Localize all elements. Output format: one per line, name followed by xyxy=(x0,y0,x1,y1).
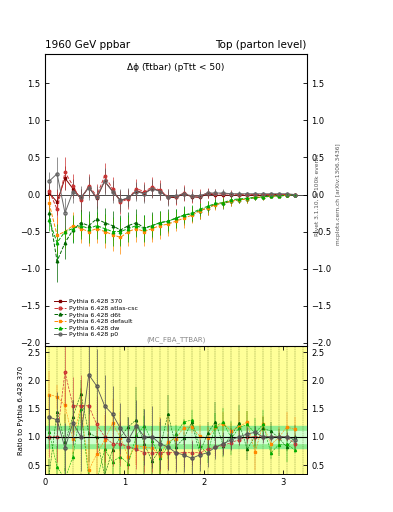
Y-axis label: Ratio to Pythia 6.428 370: Ratio to Pythia 6.428 370 xyxy=(18,366,24,455)
Bar xyxy=(45,425,307,448)
Bar xyxy=(45,352,307,465)
Bar xyxy=(45,431,307,442)
Text: (MC_FBA_TTBAR): (MC_FBA_TTBAR) xyxy=(146,337,206,344)
Text: Δϕ (t̅tbar) (pTtt < 50): Δϕ (t̅tbar) (pTtt < 50) xyxy=(127,62,224,72)
Text: 1960 GeV ppbar: 1960 GeV ppbar xyxy=(45,40,130,50)
Text: Rivet 3.1.10, ≥ 100k events: Rivet 3.1.10, ≥ 100k events xyxy=(314,153,320,236)
Text: mcplots.cern.ch [arXiv:1306.3436]: mcplots.cern.ch [arXiv:1306.3436] xyxy=(336,144,341,245)
Text: Top (parton level): Top (parton level) xyxy=(215,40,307,50)
Legend: Pythia 6.428 370, Pythia 6.428 atlas-csc, Pythia 6.428 d6t, Pythia 6.428 default: Pythia 6.428 370, Pythia 6.428 atlas-csc… xyxy=(53,299,138,337)
